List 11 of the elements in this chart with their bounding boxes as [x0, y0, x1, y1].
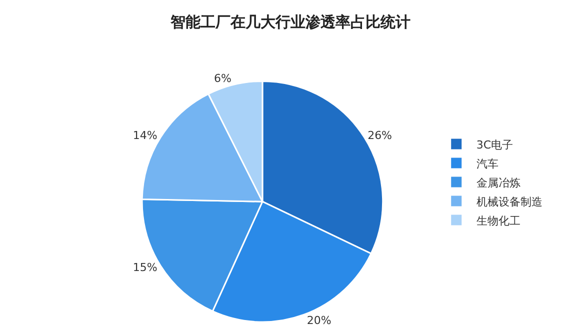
legend-label: 汽车 — [476, 157, 498, 170]
legend-label: 生物化工 — [476, 214, 520, 228]
data-label: 26% — [368, 129, 392, 142]
data-label: 20% — [306, 314, 332, 327]
data-label: 14% — [132, 129, 158, 142]
legend-label: 金属冶炼 — [476, 176, 520, 190]
data-label: 15% — [132, 261, 158, 274]
legend-label: 机械设备制造 — [476, 195, 542, 208]
chart-title: 智能工厂在几大行业渗透率占比统计 — [170, 13, 410, 32]
legend-label: 3C电子 — [476, 138, 514, 152]
data-label: 6% — [214, 72, 232, 85]
